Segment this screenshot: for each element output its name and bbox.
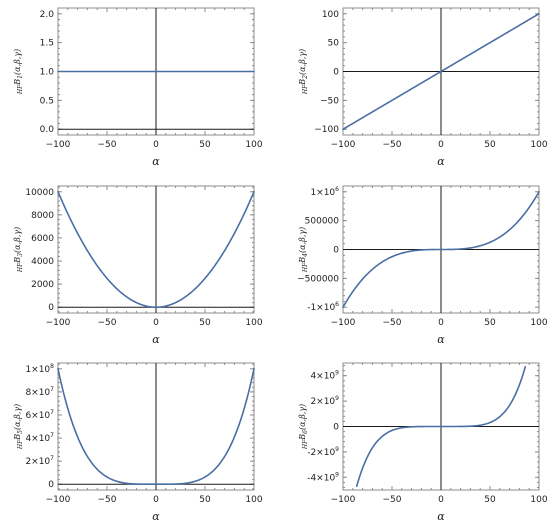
y-tick-label: 1.5 <box>40 39 54 49</box>
x-tick-label: 0 <box>153 495 159 505</box>
x-tick-label: 50 <box>484 495 496 505</box>
x-axis-label: α <box>437 155 445 168</box>
y-axis-label: HFB3(α,β,γ) <box>13 227 24 273</box>
y-tick-label: 1×108 <box>25 363 54 375</box>
y-tick-label: 0 <box>333 423 339 433</box>
y-axis-label: HFB6(α,β,γ) <box>298 404 309 450</box>
y-tick-label: -1×106 <box>307 301 339 313</box>
y-tick-label: 2000 <box>31 280 54 290</box>
x-axis-label: α <box>437 333 445 346</box>
x-axis-label: α <box>152 333 160 346</box>
chart-panel-3: −100 −50 0 50 100 0 2000 4000 6000 8000 10000 α HFB3… <box>13 185 263 346</box>
y-tick-label: 0 <box>333 68 339 78</box>
x-axis-label: α <box>152 510 160 523</box>
x-tick-label: −100 <box>46 318 71 328</box>
chart-panel-4: −100 −50 0 50 100 -1×106 −500000 0 500000 1×106 α H… <box>297 185 548 346</box>
x-tick-label: 50 <box>484 140 496 150</box>
y-tick-label: 0.0 <box>40 125 55 135</box>
x-tick-label: 100 <box>530 140 547 150</box>
y-tick-label: -2×109 <box>307 446 339 458</box>
y-tick-label: 0.5 <box>40 96 54 106</box>
chart-panel-1: −100 −50 0 50 100 0.0 0.5 1.0 1.5 2.0 α HFB1(α,β,γ) <box>13 7 263 168</box>
chart-panel-5: −100 −50 0 50 100 0 2×107 4×107 6×107 8×107 1×108 α… <box>13 362 263 523</box>
y-tick-label: 4×107 <box>25 432 54 444</box>
x-tick-label: 50 <box>199 495 211 505</box>
x-tick-label: 50 <box>199 318 211 328</box>
y-tick-label: 100 <box>322 10 339 20</box>
x-tick-label: −50 <box>98 140 117 150</box>
y-tick-label: −500000 <box>297 274 339 284</box>
y-axis-label: HFB2(α,β,γ) <box>298 49 309 95</box>
x-tick-label: 50 <box>484 318 496 328</box>
y-tick-label: 500000 <box>305 217 340 227</box>
y-tick-label: 0 <box>333 246 339 256</box>
y-tick-label: 50 <box>328 39 340 49</box>
x-axis-label: α <box>152 155 160 168</box>
x-tick-label: −50 <box>383 140 402 150</box>
x-tick-label: −100 <box>46 495 71 505</box>
x-tick-label: −50 <box>383 318 402 328</box>
x-tick-label: −100 <box>331 495 356 505</box>
x-tick-label: 0 <box>438 140 444 150</box>
y-tick-label: 2×107 <box>25 455 54 467</box>
chart-panel-2: −100 −50 0 50 100 −100 −50 0 50 100 α HFB2(α,β,γ) <box>298 7 548 168</box>
y-tick-label: 4×109 <box>310 370 339 382</box>
x-tick-label: 100 <box>530 495 547 505</box>
x-tick-label: 100 <box>245 318 262 328</box>
y-tick-label: 8000 <box>31 211 54 221</box>
x-tick-label: −100 <box>331 140 356 150</box>
y-tick-label: −100 <box>314 125 339 135</box>
chart-panel-6: −100 −50 0 50 100 -4×109 -2×109 0 2×109 4×109 α HFB… <box>298 362 548 523</box>
y-tick-label: 2×109 <box>310 395 339 407</box>
x-tick-label: 100 <box>245 140 262 150</box>
y-tick-label: 6000 <box>31 234 54 244</box>
y-tick-label: −50 <box>320 96 339 106</box>
y-tick-label: 6×107 <box>25 409 54 421</box>
x-tick-label: 100 <box>530 318 547 328</box>
series-line <box>342 190 540 309</box>
y-tick-label: 1.0 <box>40 68 55 78</box>
y-tick-label: 0 <box>48 303 54 313</box>
y-tick-label: 1×106 <box>310 186 339 198</box>
y-tick-label: 4000 <box>31 257 54 267</box>
y-axis-label: HFB1(α,β,γ) <box>13 49 24 95</box>
x-tick-label: −100 <box>331 318 356 328</box>
x-tick-label: −50 <box>98 318 117 328</box>
y-tick-label: 10000 <box>25 188 54 198</box>
x-tick-label: −50 <box>98 495 117 505</box>
series-line <box>342 12 540 131</box>
y-axis-label: HFB5(α,β,γ) <box>13 404 24 450</box>
x-tick-label: −50 <box>383 495 402 505</box>
series-line <box>57 367 255 486</box>
x-tick-label: 50 <box>199 140 211 150</box>
y-tick-label: -4×109 <box>307 471 339 483</box>
y-tick-label: 0 <box>48 480 54 490</box>
y-tick-label: 8×107 <box>25 386 54 398</box>
series-line <box>355 365 527 488</box>
x-axis-label: α <box>437 510 445 523</box>
x-tick-label: 0 <box>153 140 159 150</box>
y-axis-label: HFB4(α,β,γ) <box>298 227 309 273</box>
x-tick-label: −100 <box>46 140 71 150</box>
series-line <box>57 190 255 309</box>
x-tick-label: 100 <box>245 495 262 505</box>
x-tick-label: 0 <box>438 318 444 328</box>
x-tick-label: 0 <box>438 495 444 505</box>
x-tick-label: 0 <box>153 318 159 328</box>
y-tick-label: 2.0 <box>40 10 55 20</box>
